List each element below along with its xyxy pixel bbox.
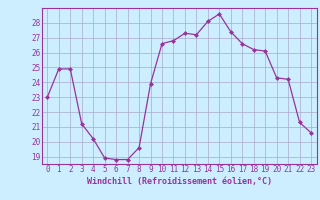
X-axis label: Windchill (Refroidissement éolien,°C): Windchill (Refroidissement éolien,°C) bbox=[87, 177, 272, 186]
